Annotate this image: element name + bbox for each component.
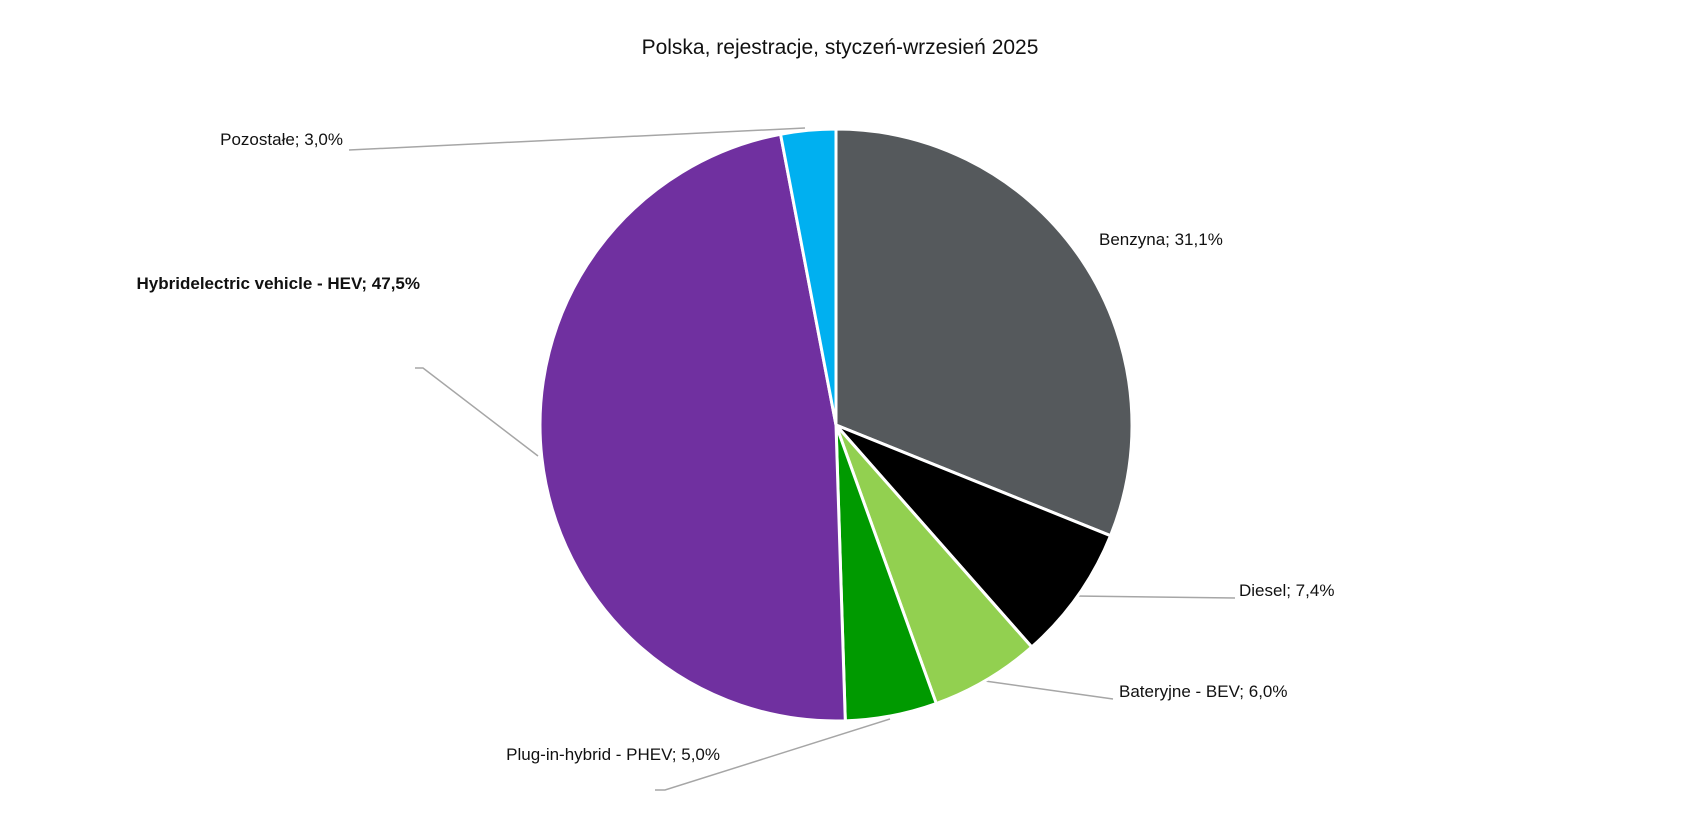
slice-label: Bateryjne - BEV; 6,0%	[1119, 682, 1288, 701]
leader-line	[984, 680, 1114, 700]
leader-line	[1074, 595, 1236, 599]
leader-line	[415, 367, 539, 457]
leader-lines	[348, 127, 1236, 791]
pie-slice-diesel	[834, 423, 1113, 649]
chart-title: Polska, rejestracje, styczeń-wrzesień 20…	[642, 36, 1039, 59]
leader-line	[655, 718, 891, 791]
pie-slices	[538, 127, 1134, 723]
slice-label: Pozostałe; 3,0%	[220, 130, 343, 149]
pie-slice-benzyna	[834, 127, 1134, 538]
pie-slice-hybridelectric-vehicle-hev	[538, 132, 847, 723]
slice-label: Plug-in-hybrid - PHEV; 5,0%	[506, 745, 720, 764]
slice-label: Hybridelectric vehicle - HEV; 47,5%	[137, 274, 420, 293]
pie-slice-pozostałe	[779, 127, 838, 427]
slice-label: Benzyna; 31,1%	[1099, 230, 1223, 249]
slice-label: Diesel; 7,4%	[1239, 581, 1334, 600]
slice-labels: Benzyna; 31,1% Diesel; 7,4% Bateryjne - BE…	[137, 130, 1335, 764]
leader-line	[348, 127, 806, 151]
